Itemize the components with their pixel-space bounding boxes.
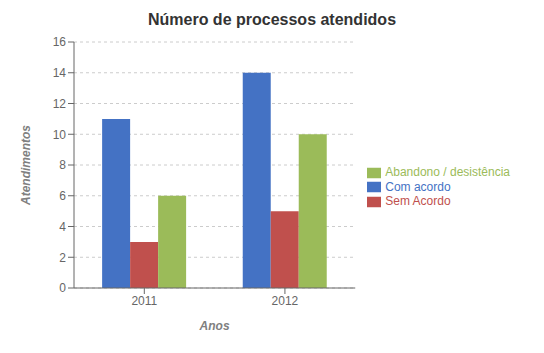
html-text:Número de processos atendidos: Número de processos atendidos (148, 11, 396, 28)
svg-text:8: 8 (59, 158, 66, 172)
svg-text:4: 4 (59, 220, 66, 234)
svg-text:2: 2 (59, 251, 66, 265)
svg-text:2011: 2011 (131, 294, 157, 308)
html-text:Abandono / desistência: Abandono / desistência (385, 164, 510, 179)
svg-text:12: 12 (53, 97, 67, 111)
svg-text:Atendimentos: Atendimentos (19, 125, 33, 206)
svg-text:10: 10 (53, 128, 67, 142)
svg-text:0: 0 (59, 281, 66, 295)
svg-text:16: 16 (53, 35, 67, 49)
html-text:Sem Acordo: Sem Acordo (385, 194, 451, 209)
svg-text:Anos: Anos (199, 319, 230, 333)
html-text:Com acordo: Com acordo (385, 179, 451, 194)
svg-text:6: 6 (59, 189, 66, 203)
svg-text:2012: 2012 (272, 294, 299, 308)
svg-text:14: 14 (53, 66, 67, 80)
